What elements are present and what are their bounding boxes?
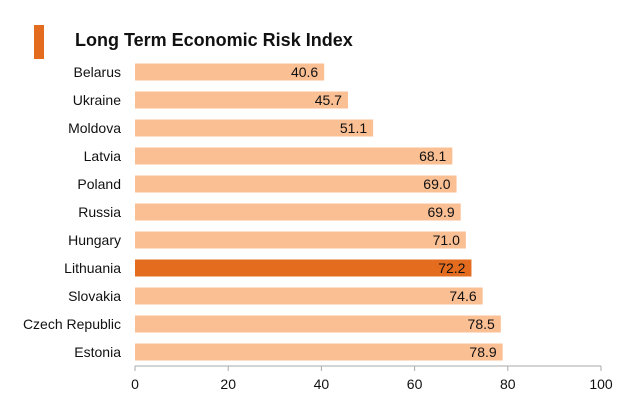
x-tick-label: 20	[220, 376, 236, 392]
bar-poland	[135, 175, 457, 193]
bar-latvia	[135, 147, 453, 165]
category-label: Hungary	[68, 232, 121, 248]
category-label: Russia	[78, 204, 121, 220]
data-label: 72.2	[438, 260, 465, 276]
x-tick-label: 40	[314, 376, 330, 392]
chart-header: Long Term Economic Risk Index	[0, 0, 628, 60]
title-accent-bar	[34, 25, 44, 59]
data-label: 69.0	[423, 176, 450, 192]
data-label: 45.7	[315, 92, 342, 108]
x-tick-label: 100	[589, 376, 613, 392]
data-label: 71.0	[433, 232, 460, 248]
category-label: Latvia	[84, 148, 122, 164]
category-label: Belarus	[74, 64, 121, 80]
category-label: Slovakia	[68, 288, 121, 304]
chart-title: Long Term Economic Risk Index	[75, 30, 353, 50]
bar-slovakia	[135, 287, 483, 305]
category-label: Poland	[77, 176, 121, 192]
data-label: 78.5	[468, 316, 495, 332]
category-label: Moldova	[68, 120, 121, 136]
bar-estonia	[135, 343, 503, 361]
x-tick-label: 80	[500, 376, 516, 392]
category-label: Czech Republic	[23, 316, 121, 332]
data-label: 69.9	[427, 204, 454, 220]
category-label: Ukraine	[73, 92, 121, 108]
bar-ukraine	[135, 91, 348, 109]
bar-russia	[135, 203, 461, 221]
x-tick-label: 60	[407, 376, 423, 392]
bar-czech-republic	[135, 315, 501, 333]
category-label: Estonia	[74, 344, 121, 360]
category-label: Lithuania	[64, 260, 121, 276]
data-label: 68.1	[419, 148, 446, 164]
data-label: 78.9	[469, 344, 496, 360]
data-label: 51.1	[340, 120, 367, 136]
x-tick-label: 0	[131, 376, 139, 392]
bar-lithuania	[135, 259, 472, 277]
bar-hungary	[135, 231, 466, 249]
data-label: 74.6	[449, 288, 476, 304]
bar-belarus	[135, 63, 325, 81]
bar-moldova	[135, 119, 374, 137]
data-label: 40.6	[291, 64, 318, 80]
